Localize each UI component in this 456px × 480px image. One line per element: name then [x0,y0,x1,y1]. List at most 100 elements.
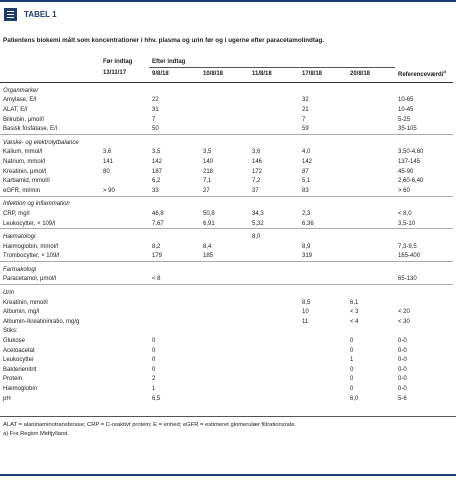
cell: 5-25 [398,116,411,123]
cell [100,394,149,404]
group-header: Efter indtag [149,56,396,68]
cell: 46,8 [152,210,164,217]
cell [100,229,149,242]
cell: 0 [152,366,156,373]
row: Kreatinin, mmol/l 8,5 6,1 [0,298,453,308]
cell: 10 [302,309,309,316]
cell [347,242,395,252]
spacer [100,83,453,96]
cell: 0-0 [398,366,407,373]
row: Glukose 0 0 0-0 [0,336,453,346]
row: Natrium, mmol/l 141 142 140 146 142 137-145 [0,157,453,167]
cell [200,375,249,385]
row: Albumin, mg/l 10 < 3 < 20 [0,307,453,317]
cell: 141 [103,158,114,165]
cell [249,336,299,346]
cell: < 8,0 [398,210,412,217]
row: eGFR, ml/min > 90 33 27 37 83 > 60 [0,186,453,196]
cell: 0-0 [398,357,407,364]
cell: 1 [350,357,354,364]
cell: 0-0 [398,338,407,345]
cell [149,229,200,242]
cell: 3,5-10 [398,220,416,227]
cell [100,115,149,125]
cell: < 4 [350,318,359,325]
cell: 187 [152,168,163,175]
row: Leukocytter 0 1 0-0 [0,355,453,365]
cell: 50,8 [203,210,215,217]
cell: > 60 [398,187,410,194]
row: Protein 2 0 0-0 [0,375,453,385]
cell [347,186,395,196]
row: Leukocytter, × 109/l 7,67 6,91 5,32 6,36 3,5-… [0,219,453,229]
cell [249,275,299,285]
cell [249,346,299,356]
cell: 2,3 [302,210,311,217]
section-heading-row: Infektion og inflammation [0,196,453,209]
spacer [100,196,453,209]
cell: 7,3-9,5 [398,243,417,250]
cell: 34,3 [252,210,264,217]
row-label: Kalium, mmol/l [3,149,43,156]
cell [299,275,347,285]
cell: 35-105 [398,126,417,133]
cell: 80 [103,168,110,175]
group-header: Før indtag [103,58,133,65]
cell: 7,2 [252,178,261,185]
section-heading-row: Hæmatologi 8,0 [0,229,453,242]
cell: 179 [152,253,163,260]
table-head: Før indtag Efter indtag 13/11/17 9/8/18 10/… [0,56,454,83]
cell: 137-145 [398,158,421,165]
section-heading: Farmakologi [3,266,37,273]
cell [347,124,395,134]
cell [347,209,395,219]
row-label: pH [3,395,11,402]
cell: 31 [152,106,159,113]
row-label: Stiks: [3,328,18,335]
column-header-text: Referenceværdi [398,71,444,78]
table-title: TABEL 1 [24,10,57,19]
cell: 0-0 [398,347,407,354]
cell: < 30 [398,318,410,325]
column-header: 17/8/18 [299,68,347,80]
cell: 8,9 [302,243,311,250]
cell: 1 [152,386,156,393]
cell [347,157,395,167]
cell: 218 [203,168,214,175]
cell: 140 [203,158,214,165]
cell [347,176,395,186]
caption: Patientens biokemi målt som koncentratio… [3,37,325,44]
row-label: Bakterienitrit [3,366,37,373]
row: Kalium, mmol/l 3,6 3,5 3,5 3,6 4,0 3,50-4,60 [0,148,453,158]
bottom-rule [0,474,456,476]
cell: 21 [302,106,309,113]
cell: 8,5 [302,299,311,306]
cell: 83 [302,187,309,194]
cell: 0 [350,338,354,345]
top-rule [0,0,456,2]
row-label: Basisk fosfatase, E/l [3,126,58,133]
cell [347,252,395,262]
cell [395,229,453,242]
cell [347,275,395,285]
row-label: Paracetamol, μmol/l [3,276,57,283]
row-label: Protein [3,376,23,383]
cell: 87 [302,168,309,175]
cell [347,167,395,177]
cell [249,96,299,106]
section: Urin Kreatinin, mmol/l 8,5 6,1 Albumin, mg/l… [0,284,454,404]
row-label: Hæmoglobin [3,386,38,393]
column-header-text: 13/11/17 [103,70,127,77]
cell [200,124,249,134]
column-header-text: 17/8/18 [302,70,323,77]
cell: 172 [252,168,263,175]
row-label: Leukocytter, × 109/l [3,220,56,227]
cell [249,124,299,134]
cell: 22 [152,97,159,104]
cell [100,96,149,106]
row-label: eGFR, ml/min [3,187,41,194]
cell [149,307,200,317]
cell [249,384,299,394]
cell: 0 [350,376,354,383]
